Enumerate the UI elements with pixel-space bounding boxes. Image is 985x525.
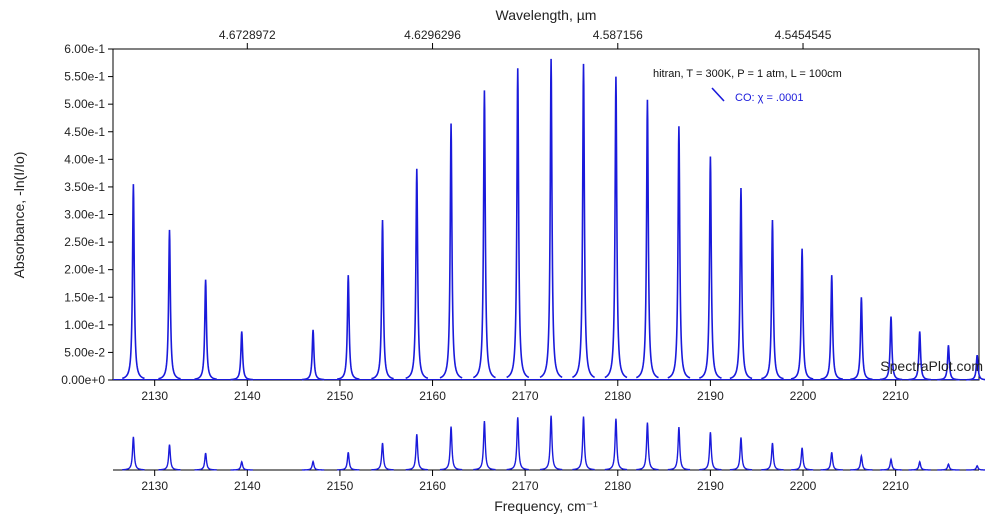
overview-peak: [761, 442, 784, 471]
y-tick-label: 0.00e+0: [61, 373, 105, 387]
y-tick-label: 4.50e-1: [64, 125, 105, 139]
x-tick-label: 2200: [790, 389, 817, 403]
y-axis: 0.00e+0 5.00e-2 1.00e-1 1.50e-1 2.00e-1 2.50e…: [61, 42, 113, 387]
x-tick-label: 2160: [419, 389, 446, 403]
overview-x-tick-label: 2130: [141, 479, 168, 493]
overview-peak: [636, 422, 659, 471]
spectrum-peak: [572, 63, 595, 379]
y-tick-label: 1.50e-1: [64, 290, 105, 304]
overview-peak: [158, 444, 181, 471]
spectrum-peak: [158, 229, 181, 380]
spectrum-peak: [850, 297, 873, 381]
x-tick-label: 2180: [604, 389, 631, 403]
overview-peak: [790, 447, 814, 471]
y-tick-label: 6.00e-1: [64, 42, 105, 56]
overview-plot-area: [122, 415, 985, 471]
y-tick-label: 3.00e-1: [64, 208, 105, 222]
spectrum-peak: [336, 275, 360, 380]
spectrum-peak: [635, 99, 659, 379]
overview-peak: [966, 464, 985, 471]
overview-x-tick-label: 2210: [882, 479, 909, 493]
x-tick-label: 2170: [512, 389, 539, 403]
x-tick-label: 2210: [882, 389, 909, 403]
overview-peak: [473, 420, 496, 471]
y-tick-label: 4.00e-1: [64, 152, 105, 166]
overview-peak: [371, 442, 394, 471]
x2-tick-label: 4.5454545: [775, 28, 832, 42]
spectrum-peak: [439, 123, 463, 379]
y-tick-label: 5.00e-2: [64, 345, 105, 359]
watermark-text: SpectraPlot.com: [880, 358, 983, 374]
main-plot-area: [113, 58, 985, 381]
main-plot-frame: [112, 48, 980, 381]
x-axis-top: 4.6728972 4.6296296 4.587156 4.5454545: [219, 28, 832, 49]
spectrum-peak: [122, 184, 145, 380]
overview-peak: [604, 418, 628, 471]
overview-x-tick-label: 2180: [604, 479, 631, 493]
overview-peak: [667, 427, 691, 471]
spectrum-peak: [879, 316, 903, 381]
overview-peak: [230, 460, 253, 471]
overview-peak: [879, 457, 903, 471]
x2-tick-label: 4.6728972: [219, 28, 276, 42]
spectrum-peak: [667, 126, 691, 379]
overview-peak: [699, 432, 722, 471]
overview-peak: [937, 462, 960, 471]
overview-peak: [729, 437, 753, 471]
x2-axis-title: Wavelength, µm: [496, 7, 597, 23]
spectrum-peak: [699, 156, 722, 379]
overview-peak: [301, 459, 325, 471]
x-tick-label: 2140: [234, 389, 261, 403]
overview-peak: [122, 436, 145, 471]
overview-x-tick-label: 2160: [419, 479, 446, 493]
overview-x-axis: 2130 2140 2150 2160 2170 2180 2190 2200 2210: [141, 470, 909, 493]
overview-peak: [572, 416, 595, 471]
spectrum-peak: [790, 248, 814, 380]
y-axis-title: Absorbance, -ln(I/Io): [11, 152, 27, 279]
overview-peak: [850, 453, 873, 471]
spectrum-peak: [301, 329, 325, 381]
spectrum-peak: [539, 58, 563, 379]
conditions-annotation: hitran, T = 300K, P = 1 atm, L = 100cm: [653, 68, 842, 80]
spectrum-peak: [472, 90, 496, 379]
x-tick-label: 2150: [327, 389, 354, 403]
overview-x-tick-label: 2190: [697, 479, 724, 493]
overview-peak: [337, 452, 360, 471]
spectrum-peak: [820, 275, 843, 380]
overview-x-tick-label: 2150: [327, 479, 354, 493]
x2-tick-label: 4.587156: [593, 28, 643, 42]
y-tick-label: 2.50e-1: [64, 235, 105, 249]
overview-peak: [439, 426, 463, 471]
spectrum-peak: [230, 331, 253, 381]
spectrum-peak: [506, 68, 530, 379]
overview-peak: [506, 417, 529, 471]
overview-peak: [820, 452, 843, 471]
spectrum-peak: [604, 76, 628, 379]
overview-x-tick-label: 2170: [512, 479, 539, 493]
spectrum-peak: [761, 219, 784, 380]
x-axis-title: Frequency, cm⁻¹: [494, 498, 598, 514]
x-axis-bottom: 2130 2140 2150 2160 2170 2180 2190 2200 2210: [141, 380, 909, 403]
spectrum-peak: [729, 188, 753, 380]
legend-label: CO: χ = .0001: [735, 92, 803, 104]
overview-peak: [908, 460, 931, 471]
spectrum-peak: [194, 279, 217, 380]
x-tick-label: 2130: [141, 389, 168, 403]
y-tick-label: 5.00e-1: [64, 97, 105, 111]
legend-swatch: [711, 87, 725, 102]
x-tick-label: 2190: [697, 389, 724, 403]
y-tick-label: 1.00e-1: [64, 318, 105, 332]
overview-peak: [194, 452, 217, 471]
y-tick-label: 5.50e-1: [64, 70, 105, 84]
overview-x-tick-label: 2200: [790, 479, 817, 493]
y-tick-label: 3.50e-1: [64, 180, 105, 194]
overview-x-tick-label: 2140: [234, 479, 261, 493]
y-tick-label: 2.00e-1: [64, 263, 105, 277]
overview-peak: [405, 434, 428, 471]
spectrum-peak: [371, 219, 394, 380]
overview-peak: [539, 415, 563, 471]
spectrum-peak: [405, 168, 429, 380]
x2-tick-label: 4.6296296: [404, 28, 461, 42]
